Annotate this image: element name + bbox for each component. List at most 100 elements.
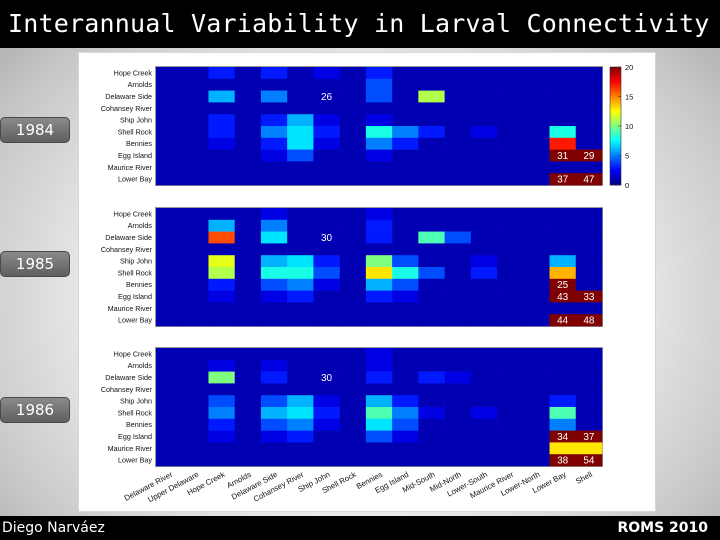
heatmap-cell (260, 267, 288, 280)
heatmap-cell (365, 126, 393, 139)
cell-value-label: 34 (557, 432, 569, 443)
heatmap-cell (549, 314, 577, 327)
colorbar-tick-label: 15 (625, 93, 633, 102)
row-label: Arnolds (128, 80, 153, 89)
heatmap-cell (444, 102, 472, 115)
colorbar-segment (610, 100, 621, 103)
heatmap-cell (182, 126, 209, 139)
heatmap-cell (260, 395, 288, 408)
heatmap-cell (234, 90, 262, 103)
heatmap-cell (313, 137, 340, 150)
heatmap-cell (392, 359, 419, 372)
heatmap-cell (313, 302, 340, 315)
heatmap-cell (156, 454, 183, 467)
heatmap-cell (287, 407, 314, 420)
heatmap-cell (234, 161, 262, 174)
heatmap-cell (182, 430, 209, 443)
heatmap-cell (392, 278, 419, 291)
heatmap-cell (549, 267, 577, 280)
heatmap-cell (260, 208, 288, 221)
heatmap-cell (182, 173, 209, 186)
heatmap-cell (523, 383, 550, 396)
row-label: Hope Creek (114, 68, 153, 77)
heatmap-cell (365, 243, 393, 256)
heatmap-cell (470, 173, 498, 186)
heatmap-cell (549, 161, 577, 174)
heatmap-cell (575, 371, 603, 384)
heatmap-cell (339, 67, 367, 80)
heatmap-cell (418, 442, 445, 455)
heatmap-cell (523, 231, 550, 244)
heatmap-cell (497, 314, 524, 327)
row-label: Lower Bay (118, 175, 152, 184)
heatmap-cell (523, 161, 550, 174)
colorbar-segment (610, 70, 621, 74)
heatmap-cell (549, 359, 577, 372)
heatmap-cell (287, 395, 314, 408)
cell-value-label: 33 (583, 292, 595, 303)
heatmap-cell (339, 208, 367, 221)
row-label: Hope Creek (114, 209, 153, 218)
heatmap-cell (234, 231, 262, 244)
heatmap-cell (234, 173, 262, 186)
heatmap-cell (497, 267, 524, 280)
heatmap-cell (418, 278, 445, 291)
heatmap-cell (549, 78, 577, 91)
heatmap-cell (575, 359, 603, 372)
heatmap-cell (234, 208, 262, 221)
heatmap-cell (182, 208, 209, 221)
heatmap-cell (234, 114, 262, 127)
heatmap-cell (182, 395, 209, 408)
heatmap-cell (365, 90, 393, 103)
heatmap-cell (365, 383, 393, 396)
heatmap-cell (523, 149, 550, 162)
row-label: Hope Creek (114, 349, 153, 358)
heatmap-cell (260, 442, 288, 455)
heatmap-cell (392, 442, 419, 455)
heatmap-cell (208, 348, 236, 361)
row-label: Delaware Side (105, 92, 152, 101)
heatmap-cell (497, 407, 524, 420)
heatmap-cell (392, 290, 419, 303)
heatmap-cell (549, 348, 577, 361)
heatmap-cell (365, 114, 393, 127)
heatmap-cell (575, 78, 603, 91)
heatmap-cell (575, 90, 603, 103)
heatmap-cell (208, 78, 236, 91)
colorbar-segment (610, 173, 621, 176)
heatmap-cell (339, 219, 367, 232)
heatmap-cell (156, 371, 183, 384)
heatmap-cell (392, 418, 419, 431)
column-label: Shell (574, 470, 594, 486)
heatmap-cell (549, 208, 577, 221)
colorbar-segment (610, 159, 621, 162)
heatmap-cell (470, 454, 498, 467)
heatmap-cell (313, 102, 340, 115)
row-label: Arnolds (128, 221, 153, 230)
colorbar-segment (610, 102, 621, 105)
heatmap-cell (418, 348, 445, 361)
colorbar-segment (610, 110, 621, 113)
heatmap-cell (418, 407, 445, 420)
heatmap-cell (523, 114, 550, 127)
heatmap-cell (575, 149, 603, 162)
heatmap-cell (365, 137, 393, 150)
heatmap-cell (497, 208, 524, 221)
heatmap-cell (523, 418, 550, 431)
heatmap-cell (156, 161, 183, 174)
slide-title: Interannual Variability in Larval Connec… (0, 0, 720, 48)
heatmap-cell (418, 67, 445, 80)
heatmap-border-1985 (155, 207, 603, 327)
heatmap-cell (392, 243, 419, 256)
heatmap-cell (260, 278, 288, 291)
heatmap-cell (313, 67, 340, 80)
heatmap-cell (470, 359, 498, 372)
colorbar-segment (610, 177, 621, 180)
heatmap-cell (156, 78, 183, 91)
heatmap-cell (287, 126, 314, 139)
colorbar-segment (610, 114, 621, 117)
colorbar-segment (610, 94, 621, 97)
colorbar-segment (610, 149, 621, 152)
heatmap-cell (287, 267, 314, 280)
heatmap-cell (549, 371, 577, 384)
